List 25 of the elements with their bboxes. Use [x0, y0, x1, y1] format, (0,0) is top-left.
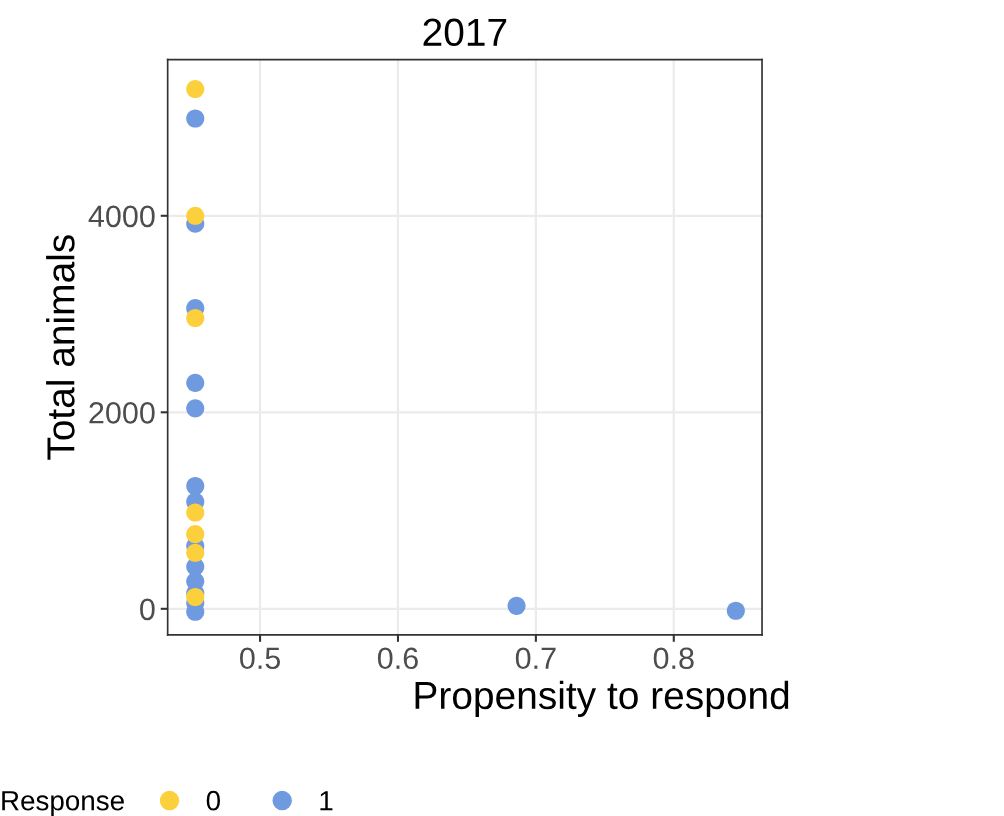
y-tick-label: 2000 — [89, 402, 155, 424]
point — [186, 308, 205, 328]
x-axis-title: Propensity to respond — [415, 680, 789, 717]
point — [186, 525, 205, 544]
point — [186, 206, 205, 225]
x-tick-label: 0.8 — [653, 647, 694, 670]
legend-label: 1 — [320, 791, 333, 811]
point — [186, 373, 205, 392]
chart-title: 2017 — [423, 18, 507, 47]
legend-label: 0 — [206, 790, 220, 811]
point — [186, 476, 205, 496]
point — [507, 596, 526, 615]
point — [186, 399, 205, 418]
legend-title: Response — [2, 791, 124, 816]
point — [186, 503, 205, 522]
x-tick-label: 0.7 — [515, 647, 556, 670]
x-tick-label: 0.5 — [240, 647, 281, 670]
x-tick-label: 0.6 — [377, 647, 418, 670]
point — [726, 601, 745, 620]
point — [186, 79, 205, 99]
y-tick-label: 4000 — [88, 205, 155, 228]
y-axis-title: Total animals — [46, 235, 75, 460]
point — [186, 543, 205, 562]
y-tick-label: 0 — [140, 598, 155, 621]
point — [186, 109, 205, 128]
